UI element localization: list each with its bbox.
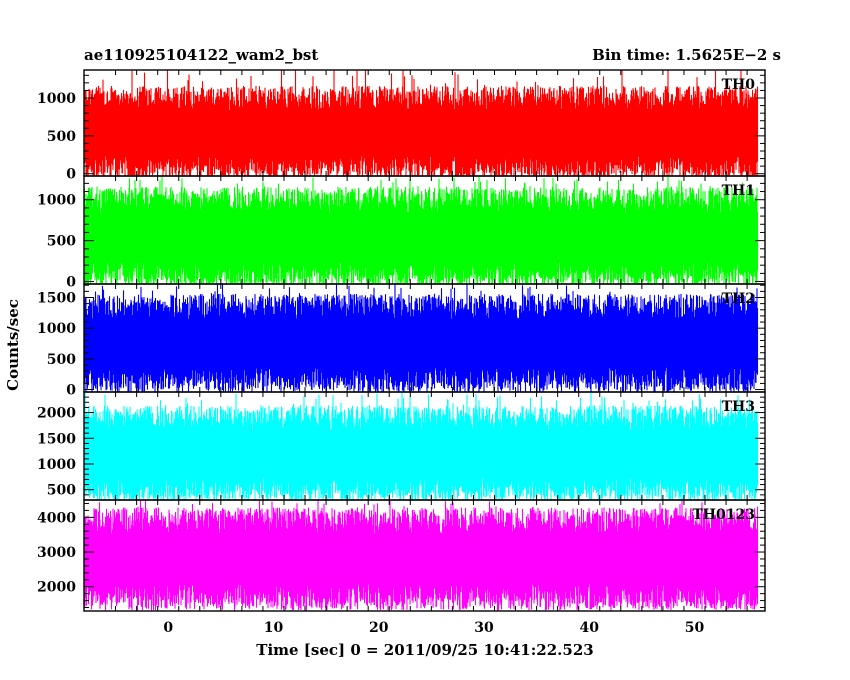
y-tick-label: 500 bbox=[47, 234, 76, 250]
panel-th1: 0 500 1000 TH1 bbox=[37, 175, 766, 291]
panel-label-th0: TH0 bbox=[722, 77, 756, 93]
panels: 0 500 1000 TH0 0 500 1000 TH1 0 500 1000 1500 TH2 500… bbox=[37, 69, 766, 612]
y-tick-label: 0 bbox=[66, 167, 76, 183]
series-th2-trace bbox=[83, 284, 759, 392]
x-axis: 0 10 20 30 40 50 bbox=[163, 620, 704, 636]
y-tick-label: 1000 bbox=[37, 321, 76, 337]
y-tick-label: 2000 bbox=[37, 580, 76, 596]
x-axis-label: Time [sec] 0 = 2011/09/25 10:41:22.523 bbox=[256, 641, 593, 659]
y-tick-label: 500 bbox=[47, 483, 76, 499]
panel-th0: 0 500 1000 TH0 bbox=[37, 69, 766, 183]
panel-th0123: 2000 3000 4000 TH0123 bbox=[37, 499, 766, 612]
y-tick-label: 500 bbox=[47, 129, 76, 145]
chart-title: ae110925104122_wam2_bst bbox=[84, 46, 318, 64]
panel-label-th2: TH2 bbox=[722, 291, 755, 307]
y-tick-label: 1500 bbox=[37, 291, 76, 307]
series-th1-trace bbox=[83, 176, 759, 284]
x-tick-label: 0 bbox=[163, 620, 173, 636]
panel-th2: 0 500 1000 1500 TH2 bbox=[37, 283, 766, 399]
y-tick-label: 0 bbox=[66, 275, 76, 291]
x-tick-label: 20 bbox=[369, 620, 389, 636]
y-tick-label: 1000 bbox=[37, 193, 76, 209]
y-tick-label: 1500 bbox=[37, 431, 76, 447]
x-tick-label: 50 bbox=[685, 620, 705, 636]
x-tick-label: 10 bbox=[264, 620, 284, 636]
x-tick-label: 40 bbox=[579, 620, 599, 636]
y-tick-label: 0 bbox=[66, 383, 76, 399]
y-tick-label: 500 bbox=[47, 352, 76, 368]
series-th0123-trace bbox=[83, 500, 759, 611]
y-tick-label: 4000 bbox=[37, 510, 76, 526]
y-axis-label: Counts/sec bbox=[4, 299, 22, 391]
y-tick-label: 1000 bbox=[37, 457, 76, 473]
y-tick-label: 1000 bbox=[37, 91, 76, 107]
panel-label-th1: TH1 bbox=[722, 183, 755, 199]
series-th0-trace bbox=[83, 70, 759, 176]
panel-th3: 500 1000 1500 2000 TH3 bbox=[37, 391, 766, 501]
panel-frame bbox=[83, 499, 766, 612]
panel-label-th0123: TH0123 bbox=[692, 507, 755, 523]
x-tick-label: 30 bbox=[474, 620, 494, 636]
panel-label-th3: TH3 bbox=[722, 399, 755, 415]
y-tick-label: 2000 bbox=[37, 406, 76, 422]
bin-time-label: Bin time: 1.5625E−2 s bbox=[592, 46, 781, 64]
y-tick-label: 3000 bbox=[37, 545, 76, 561]
series-th3-trace bbox=[83, 392, 759, 500]
